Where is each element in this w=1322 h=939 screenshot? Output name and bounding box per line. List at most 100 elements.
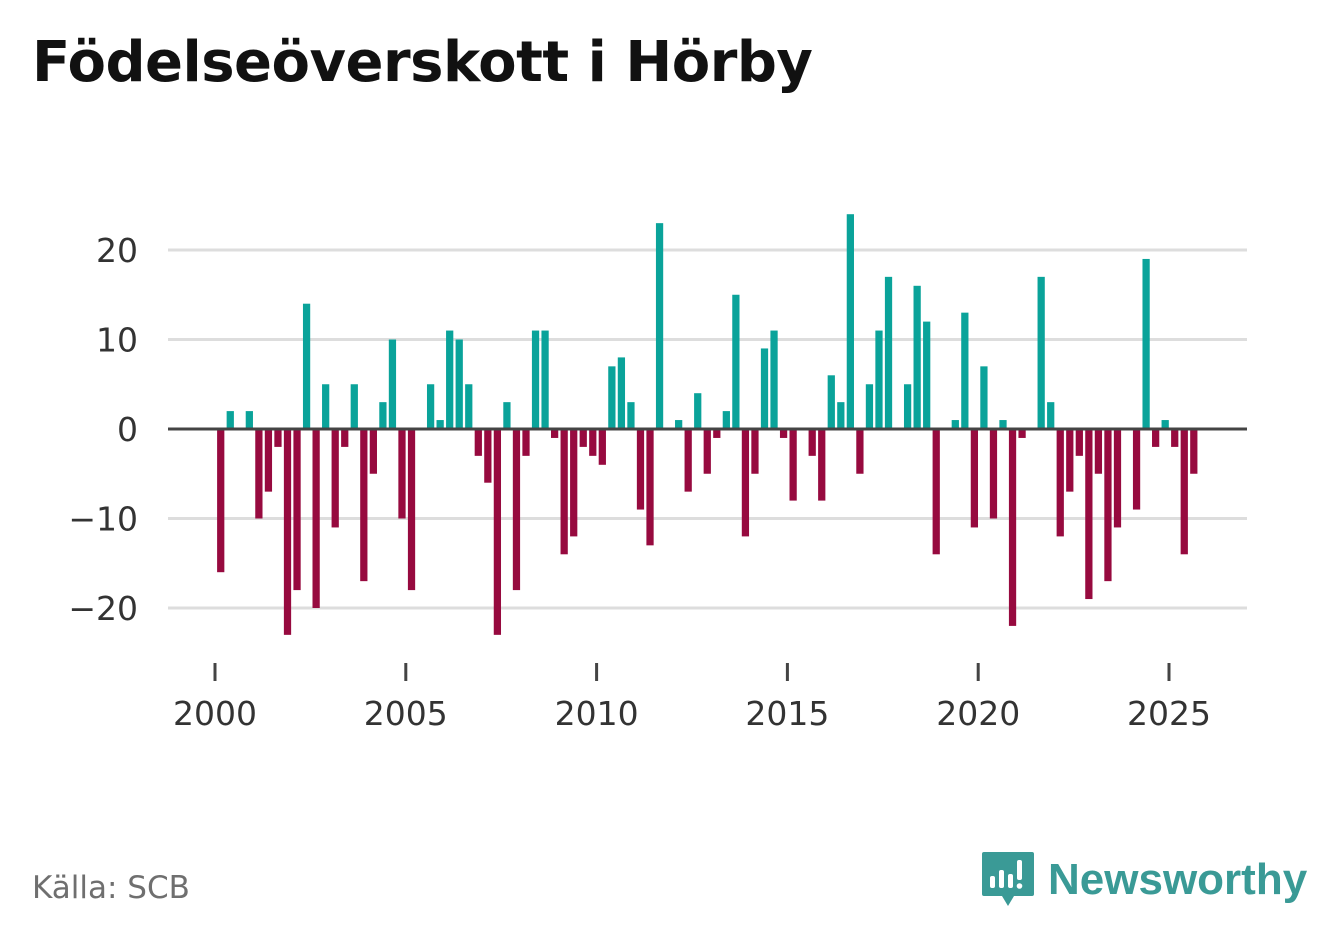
- y-tick-label: −20: [68, 589, 138, 628]
- x-tick-label: 2025: [1127, 694, 1211, 733]
- bar: [560, 429, 568, 555]
- bar: [1066, 429, 1074, 492]
- bar: [732, 294, 740, 429]
- x-tick-label: 2010: [555, 694, 639, 733]
- bar: [293, 429, 301, 591]
- bar: [388, 339, 397, 429]
- bar: [322, 384, 330, 429]
- bar: [274, 429, 282, 447]
- bar: [1094, 429, 1103, 474]
- bar: [1047, 402, 1055, 429]
- bar: [264, 429, 273, 492]
- bar: [331, 429, 339, 528]
- bar: [951, 420, 959, 429]
- bar: [531, 330, 540, 429]
- bar: [617, 357, 626, 429]
- bar: [407, 429, 416, 591]
- bar: [703, 429, 711, 474]
- source-label: Källa: SCB: [32, 870, 190, 906]
- bar: [360, 429, 368, 582]
- bar: [1190, 429, 1198, 474]
- bar: [1161, 420, 1169, 429]
- bar: [713, 429, 721, 438]
- bar: [865, 384, 874, 429]
- bar: [932, 429, 940, 555]
- bar: [970, 429, 979, 528]
- y-axis: 20 10 0 −10 −20: [68, 231, 138, 628]
- bar: [627, 402, 635, 429]
- bar: [589, 429, 597, 456]
- bar: [1152, 429, 1160, 447]
- bar: [980, 366, 988, 429]
- y-tick-label: 0: [117, 410, 138, 449]
- bar: [961, 312, 969, 429]
- bar: [217, 429, 225, 573]
- bar: [636, 429, 645, 510]
- bar: [760, 348, 769, 429]
- bar: [846, 214, 854, 429]
- bar: [770, 330, 778, 429]
- bar: [579, 429, 587, 447]
- bar: [302, 303, 311, 429]
- bar: [903, 384, 912, 429]
- y-tick-label: 10: [96, 321, 138, 360]
- chart-title: Födelseöverskott i Hörby: [32, 30, 813, 95]
- gridlines: [168, 248, 1247, 610]
- x-tick-label: 2015: [745, 694, 829, 733]
- y-tick-label: −10: [68, 500, 138, 539]
- bar: [598, 429, 606, 465]
- bar: [436, 420, 444, 429]
- bar: [312, 429, 320, 608]
- y-tick-label: 20: [96, 231, 138, 270]
- bar: [245, 411, 253, 429]
- x-tick-label: 2005: [364, 694, 448, 733]
- bar: [550, 429, 559, 438]
- bar: [369, 429, 377, 474]
- bar: [570, 429, 578, 537]
- bar: [827, 375, 835, 429]
- bar: [1113, 429, 1122, 528]
- bar: [923, 321, 931, 429]
- bar: [1008, 429, 1017, 626]
- bar: [608, 366, 616, 429]
- bar: [999, 420, 1007, 429]
- bar: [493, 429, 502, 635]
- bar: [818, 429, 826, 501]
- bar: [541, 330, 549, 429]
- x-axis: 2000 2005 2010 2015 2020 2025: [173, 663, 1211, 733]
- bar: [283, 429, 292, 635]
- bar: [675, 420, 683, 429]
- bar: [379, 402, 387, 429]
- bar: [512, 429, 521, 591]
- bar: [522, 429, 530, 456]
- bar: [226, 411, 234, 429]
- bar: [684, 429, 692, 492]
- x-tick-label: 2020: [936, 694, 1020, 733]
- bar: [398, 429, 406, 519]
- bar: [655, 223, 664, 429]
- bar: [484, 429, 492, 483]
- bar: [426, 384, 435, 429]
- bar: [884, 276, 893, 429]
- bar: [1056, 429, 1064, 537]
- bar: [1171, 429, 1179, 447]
- bar: [913, 285, 921, 429]
- bar: [350, 384, 358, 429]
- bar: [989, 429, 998, 519]
- bar: [875, 330, 883, 429]
- bar: [1085, 429, 1093, 600]
- bar: [646, 429, 654, 546]
- bar: [503, 402, 511, 429]
- bar: [751, 429, 759, 474]
- bar: [446, 330, 454, 429]
- bar: [341, 429, 349, 447]
- x-tick-label: 2000: [173, 694, 257, 733]
- bar: [741, 429, 750, 537]
- bar: [808, 429, 816, 456]
- bar: [837, 402, 845, 429]
- bar: [856, 429, 864, 474]
- bar: [1018, 429, 1026, 438]
- bar: [1142, 258, 1150, 429]
- bar: [722, 411, 730, 429]
